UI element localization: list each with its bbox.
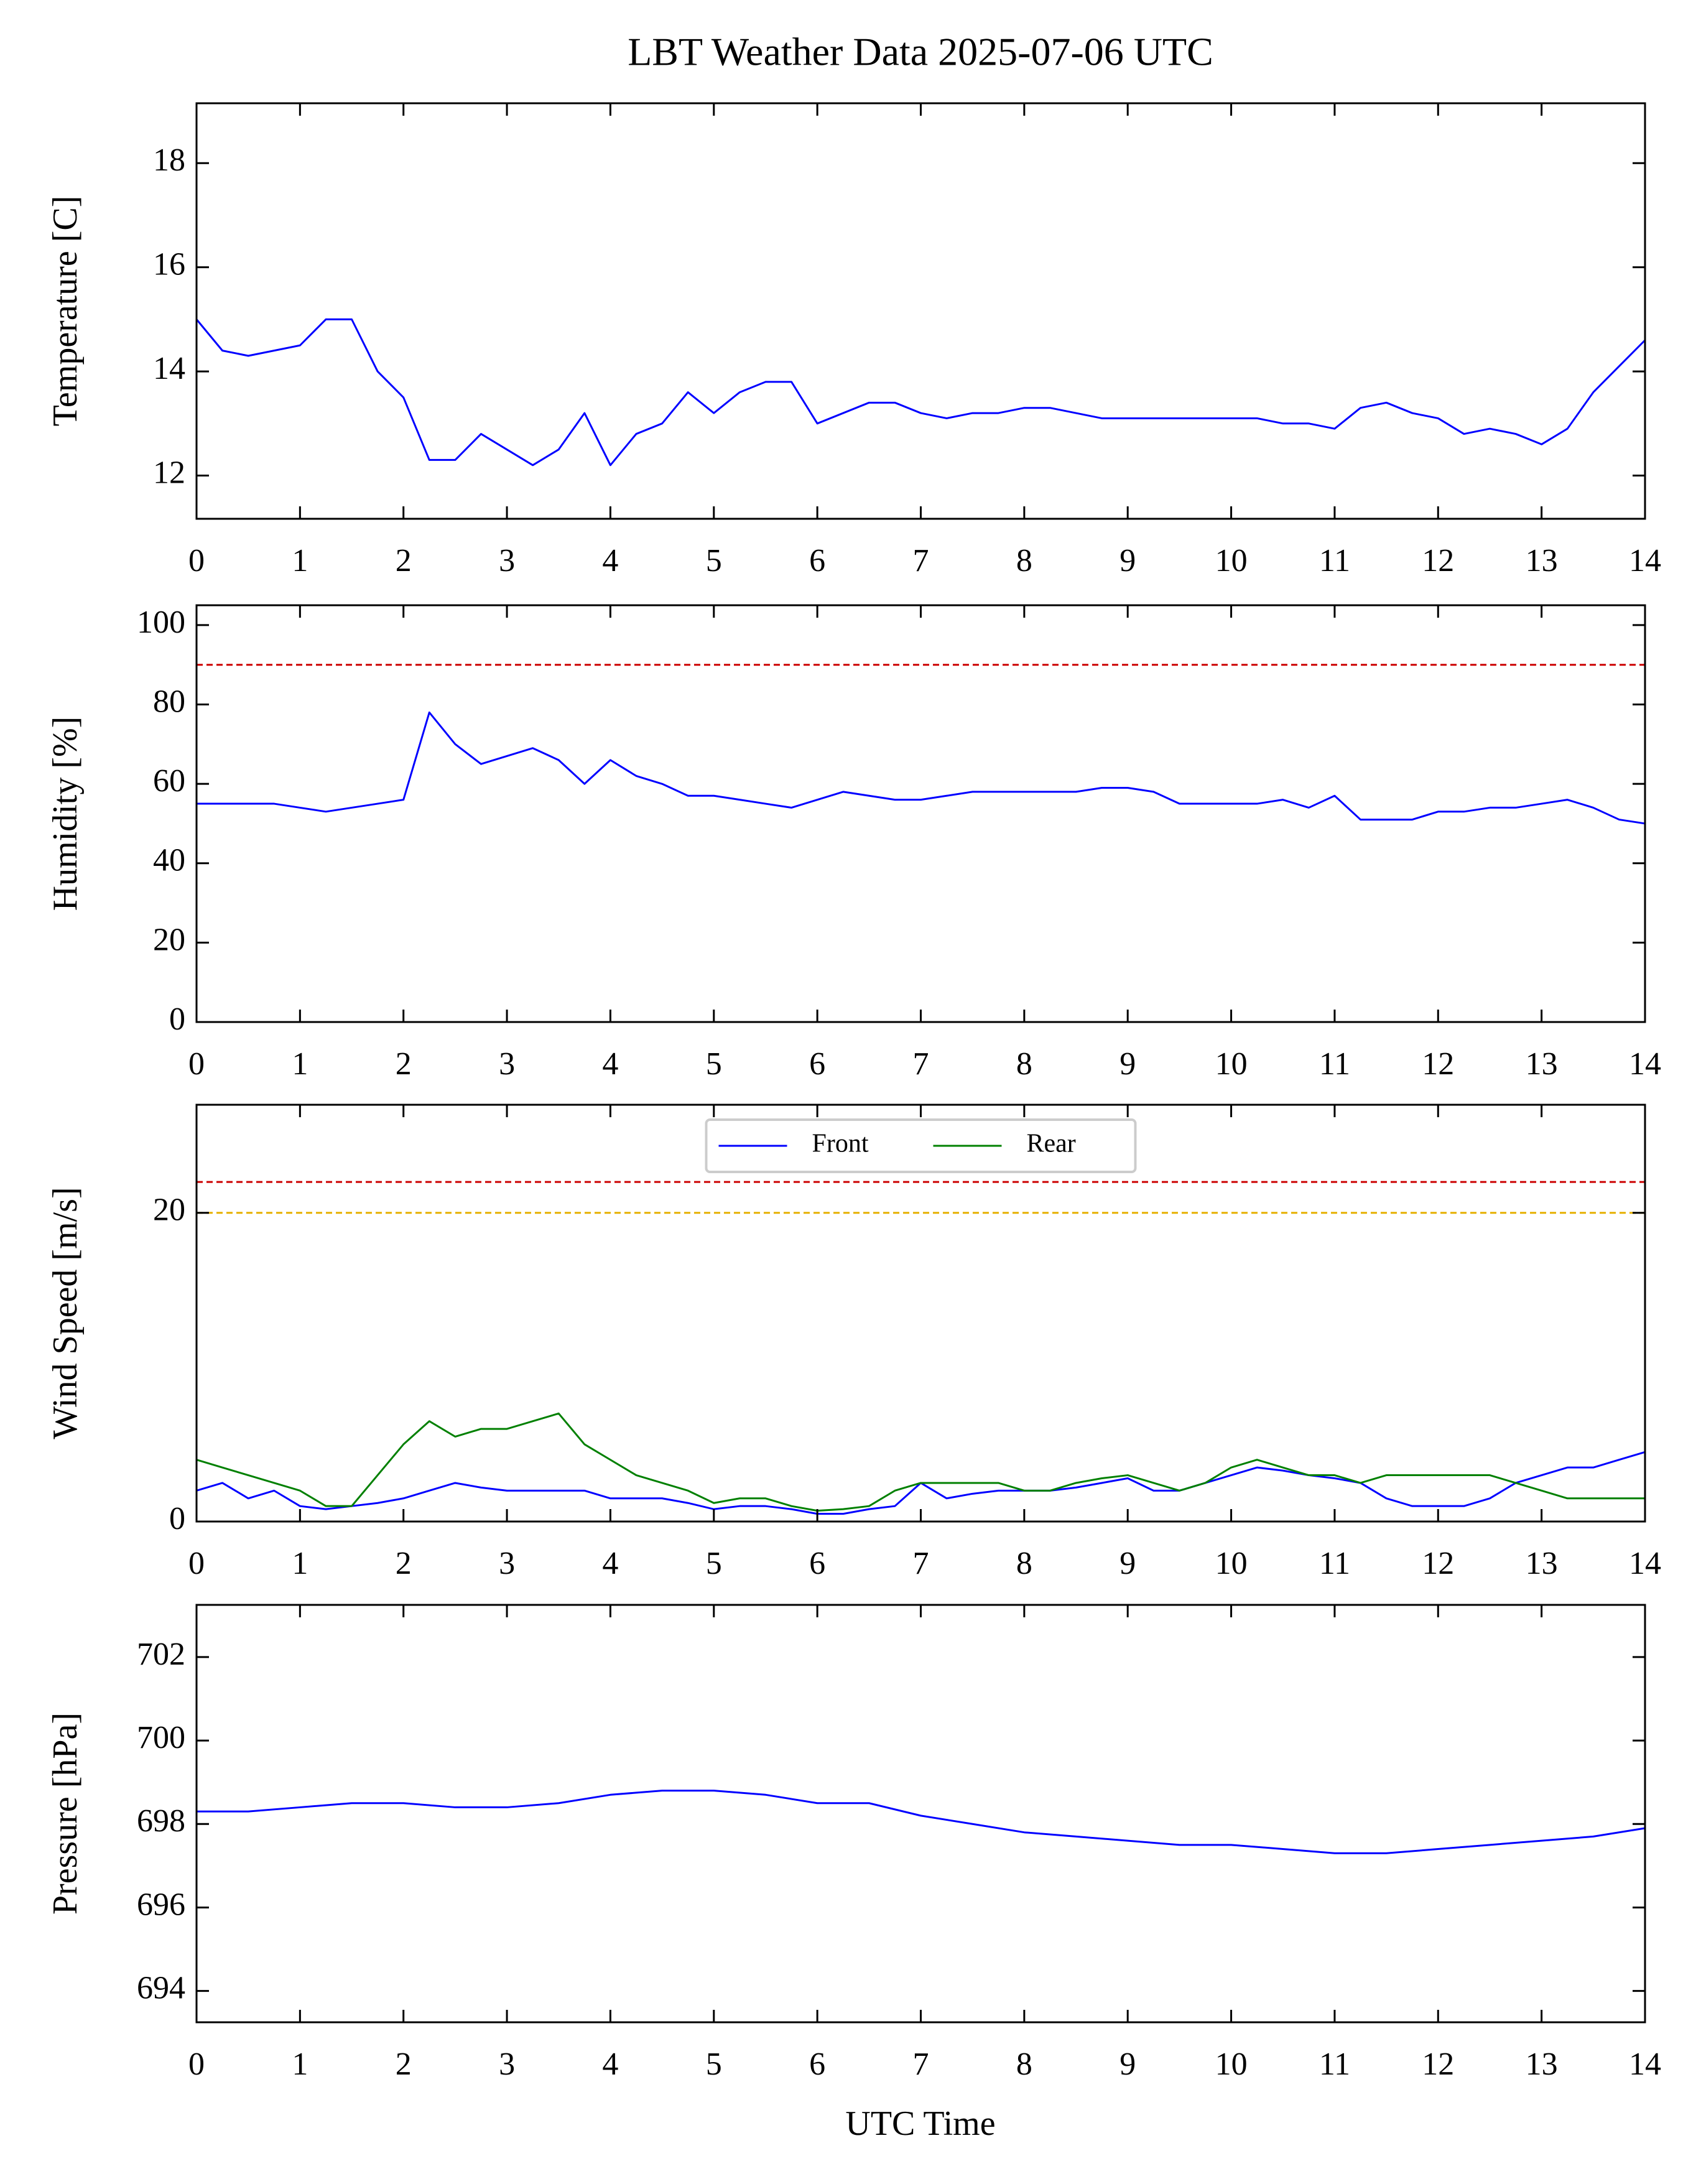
x-tick-label: 14 <box>1629 1046 1661 1082</box>
x-tick-label: 6 <box>809 543 825 579</box>
y-tick-label: 696 <box>137 1887 185 1922</box>
x-tick-label: 4 <box>602 2047 618 2082</box>
x-tick-label: 6 <box>809 1046 825 1082</box>
x-tick-label: 10 <box>1215 1046 1248 1082</box>
y-tick-label: 698 <box>137 1803 185 1839</box>
x-tick-label: 9 <box>1119 1546 1136 1581</box>
y-tick-label: 694 <box>137 1971 185 2006</box>
x-tick-label: 10 <box>1215 1546 1248 1581</box>
x-tick-label: 12 <box>1422 1546 1454 1581</box>
x-tick-label: 12 <box>1422 1046 1454 1082</box>
x-tick-label: 6 <box>809 1546 825 1581</box>
x-tick-label: 13 <box>1526 543 1558 579</box>
data-line <box>195 318 1646 467</box>
x-tick-label: 13 <box>1526 1046 1558 1082</box>
y-tick-label: 60 <box>153 763 185 799</box>
data-line <box>197 1790 1646 1854</box>
x-tick-label: 11 <box>1319 2047 1350 2082</box>
y-tick-label: 16 <box>153 247 185 282</box>
y-axis-label: Pressure [hPa] <box>46 1712 85 1915</box>
x-tick-label: 4 <box>602 1046 618 1082</box>
x-tick-label: 14 <box>1629 2047 1661 2082</box>
x-tick-label: 2 <box>396 1546 412 1581</box>
x-tick-label: 4 <box>602 1546 618 1581</box>
x-tick-label: 0 <box>188 543 205 579</box>
y-axis-label: Wind Speed [m/s] <box>46 1187 85 1439</box>
x-tick-label: 1 <box>292 2047 308 2082</box>
x-tick-label: 2 <box>396 2047 412 2082</box>
x-tick-label: 3 <box>499 1046 515 1082</box>
figure-title: LBT Weather Data 2025-07-06 UTC <box>628 30 1213 74</box>
y-axis-label: Temperature [C] <box>46 196 85 427</box>
x-tick-label: 3 <box>499 1546 515 1581</box>
x-tick-label: 12 <box>1422 543 1454 579</box>
y-tick-label: 12 <box>153 455 185 490</box>
x-tick-label: 3 <box>499 543 515 579</box>
y-tick-label: 0 <box>169 1001 185 1037</box>
data-line <box>197 711 1646 825</box>
x-tick-label: 3 <box>499 2047 515 2082</box>
x-tick-label: 14 <box>1629 1546 1661 1581</box>
y-tick-label: 0 <box>169 1501 185 1536</box>
x-tick-label: 0 <box>188 2047 205 2082</box>
x-tick-label: 8 <box>1016 1046 1032 1082</box>
x-tick-label: 2 <box>396 1046 412 1082</box>
x-tick-label: 13 <box>1526 2047 1558 2082</box>
x-tick-label: 9 <box>1119 543 1136 579</box>
x-tick-label: 8 <box>1016 1546 1032 1581</box>
x-tick-label: 0 <box>188 1546 205 1581</box>
legend-box <box>705 1118 1137 1173</box>
x-tick-label: 7 <box>913 1546 929 1581</box>
y-tick-label: 80 <box>153 684 185 719</box>
y-axis-label: Humidity [%] <box>46 717 85 911</box>
x-tick-label: 5 <box>706 543 722 579</box>
y-tick-label: 700 <box>137 1720 185 1755</box>
x-tick-label: 0 <box>188 1046 205 1082</box>
x-tick-label: 12 <box>1422 2047 1454 2082</box>
x-tick-label: 5 <box>706 1546 722 1581</box>
x-axis-label: UTC Time <box>845 2104 995 2143</box>
x-tick-label: 8 <box>1016 2047 1032 2082</box>
x-tick-label: 2 <box>396 543 412 579</box>
x-tick-label: 7 <box>913 2047 929 2082</box>
x-tick-label: 11 <box>1319 543 1350 579</box>
x-tick-label: 1 <box>292 1046 308 1082</box>
x-tick-label: 11 <box>1319 1546 1350 1581</box>
y-tick-label: 20 <box>153 1192 185 1228</box>
x-tick-label: 9 <box>1119 1046 1136 1082</box>
x-tick-label: 7 <box>913 543 929 579</box>
y-tick-label: 20 <box>153 922 185 957</box>
x-tick-label: 6 <box>809 2047 825 2082</box>
x-tick-label: 1 <box>292 1546 308 1581</box>
y-tick-label: 40 <box>153 843 185 878</box>
x-tick-label: 5 <box>706 2047 722 2082</box>
x-tick-label: 13 <box>1526 1546 1558 1581</box>
x-tick-label: 10 <box>1215 2047 1248 2082</box>
y-tick-label: 100 <box>137 605 185 640</box>
x-tick-label: 5 <box>706 1046 722 1082</box>
x-tick-label: 7 <box>913 1046 929 1082</box>
x-tick-label: 14 <box>1629 543 1661 579</box>
data-line <box>196 1412 1645 1512</box>
x-tick-label: 8 <box>1016 543 1032 579</box>
x-tick-label: 1 <box>292 543 308 579</box>
x-tick-label: 9 <box>1119 2047 1136 2082</box>
y-tick-label: 702 <box>137 1637 185 1672</box>
legend-label: Front <box>812 1130 869 1158</box>
legend-label: Rear <box>1027 1130 1076 1158</box>
x-tick-label: 10 <box>1215 543 1248 579</box>
y-tick-label: 18 <box>153 142 185 178</box>
y-tick-label: 14 <box>153 351 185 386</box>
x-tick-label: 11 <box>1319 1046 1350 1082</box>
x-tick-label: 4 <box>602 543 618 579</box>
